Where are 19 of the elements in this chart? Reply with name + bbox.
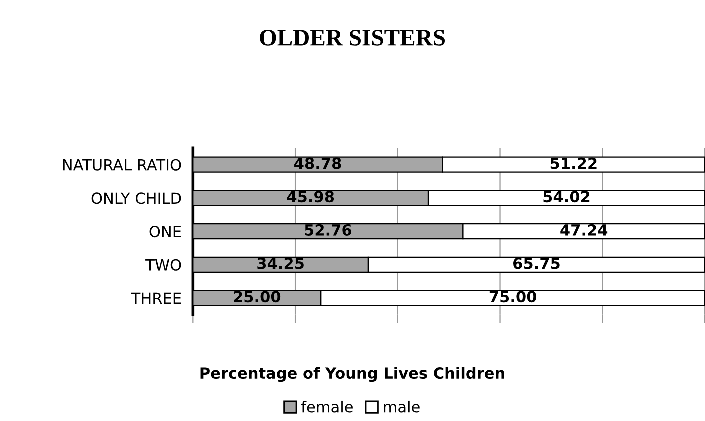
x-axis-title: Percentage of Young Lives Children [200,367,504,382]
chart-title: OLDER SISTERS [260,30,445,46]
data-label: 75.00 [490,291,536,303]
data-label: 48.78 [294,158,342,170]
data-label: 54.02 [544,191,590,203]
data-label: 34.25 [258,258,304,270]
data-label: 47.24 [560,224,608,236]
data-label: 45.98 [287,191,334,203]
y-tick-label: ONLY CHILD [92,192,182,204]
y-tick-label: ONE [150,226,182,238]
legend-label: female [301,400,353,413]
data-label: 65.75 [514,258,560,270]
y-tick-label: TWO [146,259,182,271]
data-label: 51.22 [550,158,597,170]
data-label: 25.00 [234,291,281,303]
legend-label: male [384,400,420,413]
y-tick-label: THREE [131,292,182,304]
y-tick-label: NATURAL RATIO [63,159,182,171]
data-label: 52.76 [305,224,352,236]
